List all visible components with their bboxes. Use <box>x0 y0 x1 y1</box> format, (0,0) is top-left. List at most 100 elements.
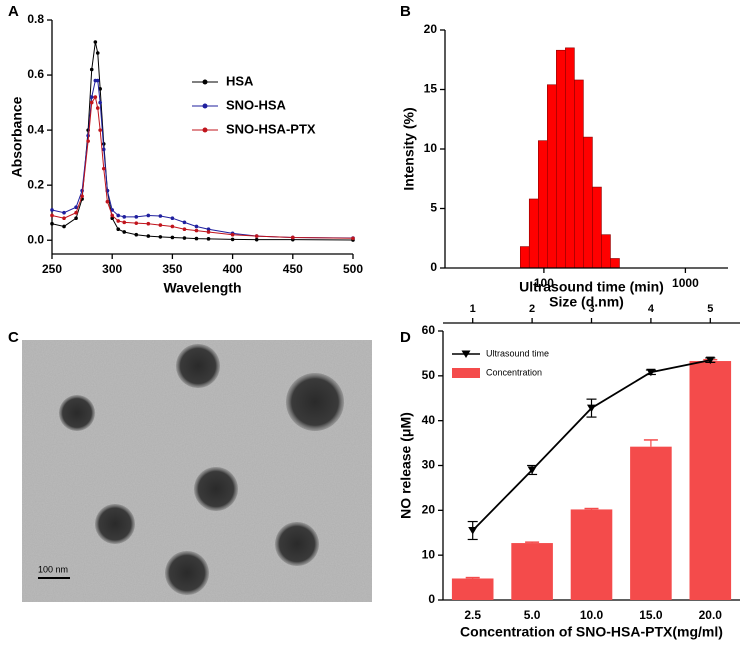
legend-label: Ultrasound time <box>486 348 549 358</box>
legend-swatch <box>452 368 480 378</box>
data-point <box>62 210 66 215</box>
x-tick-label: 10.0 <box>580 608 604 622</box>
data-point <box>291 235 295 240</box>
data-point <box>134 221 139 225</box>
data-point <box>74 205 78 209</box>
y-tick-label: 50 <box>422 368 436 382</box>
data-point <box>254 237 259 242</box>
histogram-bar <box>547 84 557 269</box>
y-tick-label: 15 <box>424 82 438 96</box>
panel-letter: C <box>8 329 19 346</box>
data-point <box>194 228 199 233</box>
data-point <box>116 227 121 232</box>
x-tick-label: 300 <box>102 262 122 276</box>
histogram-bar <box>601 234 611 269</box>
data-point <box>158 223 163 227</box>
data-point <box>206 227 211 232</box>
y-axis-title: NO release (μM) <box>398 412 414 519</box>
data-point <box>170 216 175 221</box>
y-tick-label: 10 <box>424 141 438 155</box>
x2-tick-label: 5 <box>707 303 713 315</box>
data-point <box>101 147 106 152</box>
data-point <box>101 166 106 171</box>
y-tick-label: 0 <box>430 260 437 274</box>
histogram-bar <box>538 140 548 269</box>
data-point <box>134 215 139 219</box>
data-point <box>182 220 187 225</box>
data-point <box>50 221 54 226</box>
legend-label: HSA <box>226 73 254 88</box>
data-point <box>146 221 151 226</box>
data-point <box>254 234 259 238</box>
x2-tick-label: 4 <box>648 303 655 315</box>
x-tick-label: 400 <box>223 262 243 276</box>
data-point <box>158 235 163 239</box>
data-point <box>95 106 100 110</box>
legend-label: SNO-HSA-PTX <box>226 121 316 136</box>
legend-marker <box>202 79 208 85</box>
bar <box>630 446 672 600</box>
particle <box>176 344 220 388</box>
particle <box>275 522 319 566</box>
x2-tick-label: 3 <box>588 303 594 315</box>
data-point <box>93 40 98 44</box>
data-point <box>646 368 656 377</box>
data-point <box>116 219 121 223</box>
x-tick-label: 2.5 <box>464 608 481 622</box>
data-point <box>50 213 54 218</box>
data-point <box>50 208 54 212</box>
x-axis-title: Concentration of SNO-HSA-PTX(mg/ml) <box>460 624 723 640</box>
y-tick-label: 0.8 <box>27 12 44 26</box>
data-point <box>122 215 127 219</box>
x-tick-label: 450 <box>283 262 303 276</box>
data-point <box>146 234 151 238</box>
data-point <box>95 51 100 55</box>
data-point <box>74 210 78 215</box>
particle <box>286 373 344 431</box>
particle <box>194 467 238 511</box>
data-point <box>468 527 478 535</box>
data-point <box>89 100 94 105</box>
data-point <box>194 224 199 229</box>
y-tick-label: 0.2 <box>27 177 44 191</box>
histogram-bar <box>565 47 575 269</box>
data-point <box>587 404 596 413</box>
y-axis-title: Absorbance <box>9 96 25 177</box>
data-point <box>89 67 94 72</box>
particle <box>165 551 209 595</box>
data-point <box>182 227 187 232</box>
data-point <box>206 230 211 234</box>
series-line <box>472 359 711 532</box>
bar <box>451 578 494 600</box>
y-tick-label: 20 <box>422 503 436 517</box>
histogram-bar <box>519 246 530 269</box>
legend-label: SNO-HSA <box>226 97 287 112</box>
data-point <box>110 216 114 221</box>
x-tick-label: 350 <box>162 262 182 276</box>
data-point <box>527 466 537 474</box>
data-point <box>230 232 235 237</box>
data-point <box>206 237 211 241</box>
data-point <box>105 199 110 204</box>
bar <box>570 509 613 600</box>
series-line <box>51 95 354 239</box>
panel-letter: B <box>400 3 411 20</box>
data-point <box>110 208 114 212</box>
data-point <box>146 213 151 218</box>
data-point <box>170 224 175 229</box>
data-point <box>230 237 235 242</box>
panel-letter: D <box>400 329 411 346</box>
x-axis-title: Wavelength <box>163 280 241 296</box>
histogram-bar <box>610 258 620 269</box>
data-point <box>98 128 102 132</box>
data-point <box>74 216 78 221</box>
scale-bar-label: 100 nm <box>38 564 68 574</box>
y-tick-label: 0.6 <box>27 67 44 81</box>
data-point <box>122 220 127 225</box>
y-tick-label: 0.0 <box>27 232 44 246</box>
data-point <box>116 213 121 218</box>
x-tick-label: 15.0 <box>639 608 663 622</box>
data-point <box>62 216 66 221</box>
x-tick-label: 20.0 <box>699 608 723 622</box>
